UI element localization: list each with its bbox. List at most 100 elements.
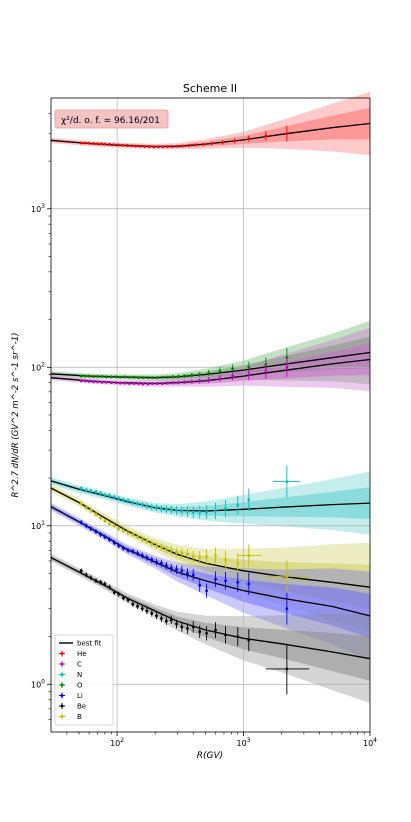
data-point-o (109, 375, 113, 379)
data-point-li (99, 533, 102, 536)
chi2-annotation-text: χ²/d. o. f. = 96.16/201 (61, 116, 160, 126)
data-point-he (161, 145, 165, 149)
data-point-b (94, 512, 98, 516)
data-point-n (198, 510, 202, 514)
data-point-he (147, 145, 151, 149)
data-point-li (164, 564, 168, 568)
data-point-c (247, 373, 251, 376)
data-point-be (247, 638, 251, 642)
data-point-c (104, 380, 108, 384)
data-point-li (140, 554, 144, 557)
data-point-n (108, 494, 111, 498)
y-tick-label: 103 (31, 203, 45, 214)
data-point-n (214, 509, 217, 513)
legend-marker-swatch (60, 652, 64, 655)
data-point-c (146, 382, 150, 386)
data-point-o (150, 376, 154, 380)
data-points (79, 125, 310, 695)
data-point-c (285, 365, 289, 369)
data-point-o (137, 376, 141, 380)
data-point-li (285, 607, 289, 611)
data-point-o (104, 375, 108, 379)
x-axis-label: R(GV) (197, 751, 223, 761)
data-point-be (103, 582, 107, 586)
data-point-b (136, 535, 139, 539)
data-point-li (112, 541, 116, 545)
data-point-n (160, 507, 163, 511)
y-axis-label: R^2.7 dN/dR (GV^2 m^-2 s^-1 sr^-1) (11, 333, 21, 498)
data-point-b (103, 519, 107, 523)
y-tick-label: 102 (31, 361, 45, 372)
legend-label-he: He (77, 650, 87, 658)
data-point-n (99, 492, 102, 495)
fit-line-he (50, 122, 371, 148)
band-b-1sigma (51, 486, 370, 610)
data-point-c (182, 380, 186, 384)
data-point-be (155, 614, 158, 618)
legend-label-b: B (77, 713, 82, 721)
data-point-c (79, 379, 83, 383)
data-point-he (116, 143, 120, 147)
chart-title: Scheme II (183, 82, 237, 95)
data-point-c (123, 381, 127, 385)
legend-marker-swatch (60, 683, 64, 687)
data-point-he (112, 143, 116, 147)
legend-label-n: N (77, 671, 82, 679)
data-point-li (131, 549, 135, 553)
data-point-be (121, 596, 125, 600)
data-point-be (236, 635, 240, 638)
data-point-he (201, 142, 205, 146)
data-point-c (264, 370, 268, 373)
data-point-o (182, 374, 186, 378)
data-point-o (231, 367, 235, 371)
data-point-b (214, 554, 217, 557)
data-point-n (186, 510, 189, 513)
data-point-o (190, 373, 194, 377)
data-point-he (99, 142, 103, 146)
legend-label-best-fit: best fit (77, 640, 102, 648)
data-point-he (130, 144, 133, 148)
data-point-b (160, 546, 163, 549)
data-point-c (127, 382, 131, 385)
data-point-li (191, 573, 195, 577)
data-point-li (198, 584, 202, 587)
data-point-b (140, 538, 144, 541)
band-li-1sigma (51, 504, 370, 639)
data-point-b (79, 502, 83, 506)
legend-marker-swatch (60, 662, 64, 666)
data-point-n (140, 503, 144, 507)
data-point-b (169, 548, 173, 552)
data-point-c (87, 379, 91, 383)
data-point-he (120, 143, 124, 147)
data-point-be (214, 628, 217, 632)
legend-marker-swatch (60, 715, 64, 718)
data-point-he (143, 145, 147, 148)
data-point-c (160, 382, 164, 385)
x-tick-label: 103 (237, 737, 251, 748)
data-point-he (210, 142, 214, 145)
data-point-o (171, 375, 175, 379)
chi2-annotation: χ²/d. o. f. = 96.16/201 (54, 109, 169, 129)
data-point-he (170, 145, 174, 148)
data-point-c (141, 382, 145, 386)
data-point-he (92, 142, 95, 145)
data-point-n (236, 503, 240, 507)
data-point-n (89, 489, 93, 493)
data-point-c (231, 374, 235, 378)
data-point-o (247, 365, 251, 369)
data-point-li (94, 530, 98, 533)
x-tick-label: 104 (363, 737, 377, 748)
data-point-li (103, 535, 107, 539)
data-point-o (123, 375, 127, 379)
data-point-li (180, 569, 184, 573)
legend-marker-swatch (60, 673, 64, 676)
data-point-c (171, 381, 175, 385)
data-point-n (205, 510, 208, 514)
data-point-b (126, 531, 130, 535)
data-point-he (87, 141, 91, 145)
data-point-be (112, 590, 116, 594)
data-point-n (94, 490, 98, 494)
data-point-c (100, 380, 104, 384)
data-point-b (99, 516, 102, 520)
data-point-li (108, 538, 111, 541)
